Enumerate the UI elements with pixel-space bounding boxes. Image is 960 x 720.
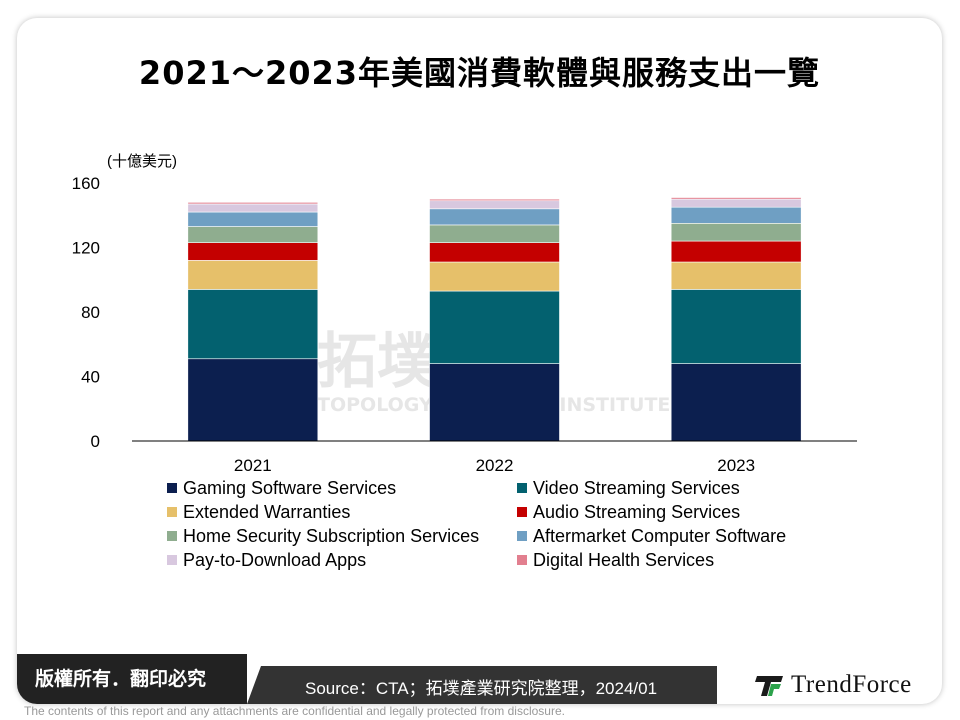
y-tick-label: 80 xyxy=(81,303,100,322)
report-panel: 2021～2023年美國消費軟體與服務支出一覽 (十億美元) 拓墣TRI TOP… xyxy=(17,18,942,704)
y-tick-label: 160 xyxy=(72,174,100,193)
unit-label: (十億美元) xyxy=(107,153,177,170)
bar-segment xyxy=(187,202,319,205)
y-tick-label: 0 xyxy=(91,432,100,451)
bar-segment xyxy=(187,358,319,442)
bar-segment xyxy=(187,260,319,290)
legend-swatch xyxy=(167,483,177,493)
legend-item: Gaming Software Services xyxy=(167,478,396,499)
bar-segment xyxy=(670,240,802,263)
bar-segment xyxy=(670,206,802,224)
bar-segment xyxy=(670,363,802,442)
legend-swatch xyxy=(517,555,527,565)
legend-label: Extended Warranties xyxy=(183,502,351,522)
bar-segment xyxy=(429,200,560,210)
legend-item: Video Streaming Services xyxy=(517,478,740,499)
bar-segment xyxy=(429,261,560,292)
legend-label: Audio Streaming Services xyxy=(533,502,741,522)
bar-segment xyxy=(429,208,560,226)
bar-segment xyxy=(670,289,802,364)
legend-item: Home Security Subscription Services xyxy=(167,526,479,547)
x-tick-label: 2021 xyxy=(234,456,272,475)
legend-item: Digital Health Services xyxy=(517,550,714,571)
trendforce-mark-icon xyxy=(755,672,785,698)
brand-name: TrendForce xyxy=(791,671,912,698)
bar-segment xyxy=(429,290,560,364)
bar-segment xyxy=(187,289,319,360)
stacked-bar-chart: 0 40 80 120 160 2021 2022 2023 xyxy=(72,174,857,475)
legend-label: Aftermarket Computer Software xyxy=(533,526,787,546)
page-title: 2021～2023年美國消費軟體與服務支出一覽 xyxy=(138,54,821,92)
legend-label: Home Security Subscription Services xyxy=(183,526,480,546)
bar-segment xyxy=(187,211,319,227)
legend-swatch xyxy=(517,531,527,541)
bar-segment xyxy=(429,363,560,442)
bar-segment xyxy=(187,242,319,261)
legend-swatch xyxy=(167,507,177,517)
bar-segment xyxy=(670,198,802,208)
legend-swatch xyxy=(517,507,527,517)
source-bar xyxy=(247,666,717,704)
y-tick-label: 40 xyxy=(81,368,100,387)
legend-item: Aftermarket Computer Software xyxy=(517,526,786,547)
legend-swatch xyxy=(167,555,177,565)
bar-segment xyxy=(187,226,319,243)
bar-segment xyxy=(670,261,802,290)
bar-segment xyxy=(670,197,802,200)
legend-swatch xyxy=(167,531,177,541)
bar-segment xyxy=(429,198,560,202)
bar-segment xyxy=(429,224,560,243)
legend-label: Pay-to-Download Apps xyxy=(183,550,367,570)
y-tick-label: 120 xyxy=(72,239,100,258)
legend-label: Gaming Software Services xyxy=(183,478,397,498)
bar-segment xyxy=(670,223,802,242)
source-text: Source：CTA；拓墣產業研究院整理，2024/01 xyxy=(305,679,658,698)
legend-item: Pay-to-Download Apps xyxy=(167,550,366,571)
bar-segment xyxy=(429,242,560,263)
copyright-notice: 版權所有．翻印必究 xyxy=(17,654,247,704)
legend-swatch xyxy=(517,483,527,493)
x-tick-label: 2023 xyxy=(717,456,755,475)
legend-item: Audio Streaming Services xyxy=(517,502,740,523)
legend-label: Digital Health Services xyxy=(533,550,715,570)
legend-label: Video Streaming Services xyxy=(533,478,740,498)
bar-segment xyxy=(187,203,319,213)
x-tick-label: 2022 xyxy=(476,456,514,475)
legend-item: Extended Warranties xyxy=(167,502,350,523)
trendforce-logo: TrendForce xyxy=(755,666,912,704)
disclaimer: The contents of this report and any atta… xyxy=(24,704,565,718)
